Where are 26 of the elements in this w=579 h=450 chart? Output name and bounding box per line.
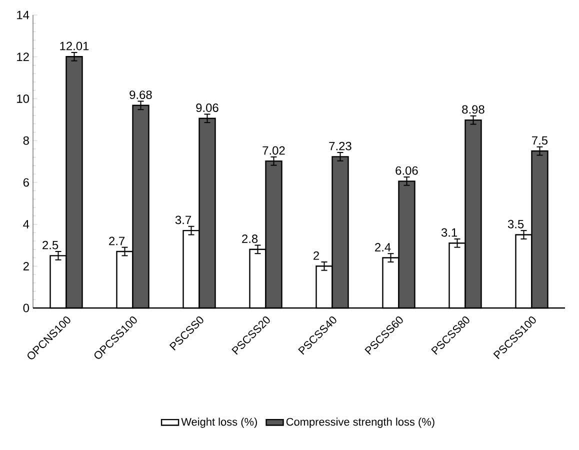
data-label: 2 <box>314 251 320 260</box>
data-label: 3.1 <box>441 228 458 237</box>
data-label: 7.02 <box>262 146 285 155</box>
y-tick-label: 8 <box>23 136 29 145</box>
data-label: 2.4 <box>375 243 391 252</box>
data-label: 2.5 <box>42 240 58 250</box>
data-label: 9.68 <box>130 90 152 100</box>
y-tick-label: 12 <box>17 52 29 62</box>
data-label: 12.01 <box>60 42 89 50</box>
y-tick-label: 10 <box>17 94 30 103</box>
data-label: 8.98 <box>462 105 484 114</box>
data-label: 7.23 <box>329 142 352 150</box>
data-label: 3.5 <box>508 220 524 228</box>
legend-label: Weight loss (%) <box>181 418 257 428</box>
data-label: 9.06 <box>196 104 218 112</box>
data-label: 6.06 <box>396 166 418 175</box>
y-tick-label: 2 <box>23 262 29 270</box>
y-tick-label: 14 <box>17 10 30 20</box>
y-tick-label: 0 <box>23 304 30 312</box>
data-label: 2.7 <box>109 236 124 246</box>
data-label: 7.5 <box>532 136 548 145</box>
legend-label: Compressive strength loss (%) <box>286 418 434 428</box>
data-label: 2.8 <box>242 234 258 244</box>
y-tick-label: 6 <box>23 178 29 187</box>
y-tick-label: 4 <box>23 220 30 228</box>
data-label: 3.7 <box>175 216 191 224</box>
